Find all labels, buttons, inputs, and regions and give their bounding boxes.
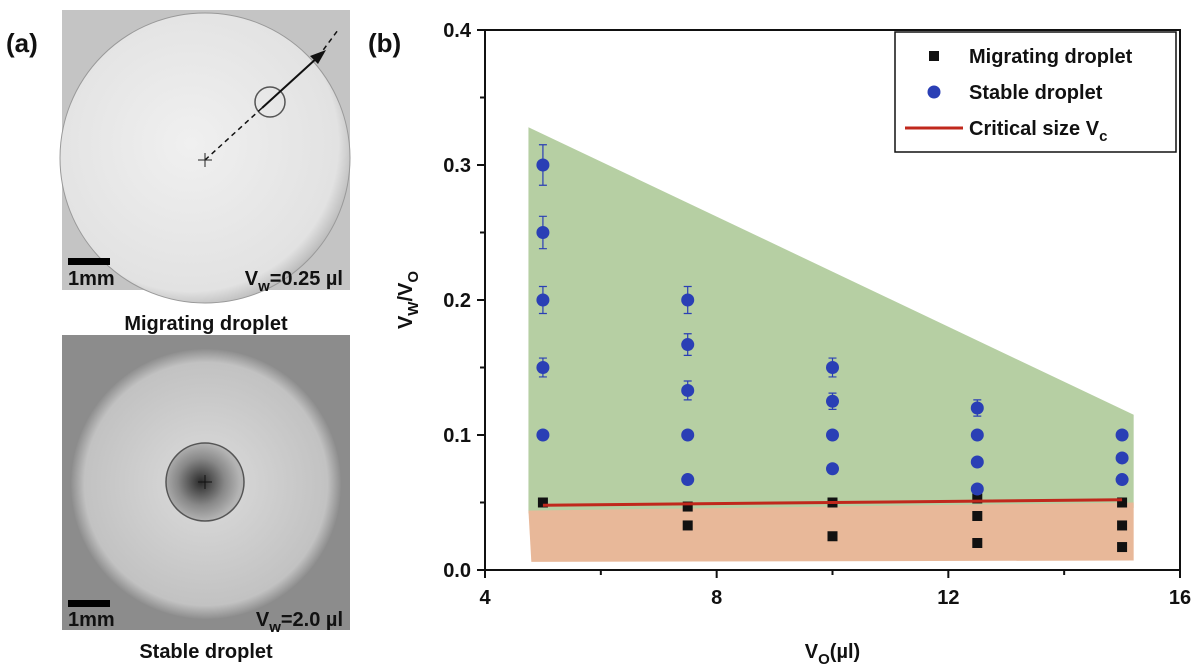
point [826, 429, 839, 442]
point [1117, 520, 1127, 530]
point [683, 520, 693, 530]
photo-top [60, 10, 350, 303]
point [971, 456, 984, 469]
text-part: V [395, 315, 417, 329]
text-part: (µl) [830, 641, 860, 663]
scale-label: 1mm [68, 268, 115, 290]
text-part: w [257, 278, 270, 295]
point [972, 511, 982, 521]
x-axis-label: VO(µl) [805, 641, 860, 664]
volume-label: Vw=2.0 µl [256, 609, 343, 636]
text-part: =0.25 µl [270, 268, 343, 290]
text-part: =2.0 µl [281, 609, 343, 631]
y-tick-label: 0.3 [443, 155, 471, 177]
text-part: V [256, 609, 270, 631]
x-tick-label: 4 [479, 587, 491, 609]
text-part: /V [395, 282, 417, 302]
point [681, 384, 694, 397]
y-tick-label: 0.1 [443, 425, 471, 447]
point [971, 483, 984, 496]
panel-label: (b) [368, 28, 401, 58]
point [681, 294, 694, 307]
figure: (a) 1mm Vw=0.25 µl Migrating droplet 1mm… [0, 0, 1195, 664]
x-tick-label: 12 [937, 587, 959, 609]
text-part: V [805, 641, 819, 663]
text-part: Critical size V [969, 118, 1100, 140]
x-tick-label: 8 [711, 587, 722, 609]
photo-bottom [62, 335, 350, 630]
point [971, 402, 984, 415]
point [1116, 429, 1129, 442]
point [826, 395, 839, 408]
legend-key [928, 86, 941, 99]
caption: Migrating droplet [124, 313, 288, 335]
point [1116, 451, 1129, 464]
text-part: O [818, 651, 830, 664]
point [971, 429, 984, 442]
legend-label: Migrating droplet [969, 46, 1133, 68]
point [681, 429, 694, 442]
panel-label: (a) [6, 28, 38, 58]
text-part: O [405, 271, 422, 283]
point [972, 538, 982, 548]
point [828, 531, 838, 541]
point [1117, 542, 1127, 552]
text-part: W [405, 301, 422, 316]
region [528, 127, 1133, 513]
y-tick-label: 0.0 [443, 560, 471, 582]
x-tick-label: 16 [1169, 587, 1191, 609]
caption: Stable droplet [139, 641, 273, 663]
scale-label: 1mm [68, 609, 115, 631]
text-part: V [245, 268, 259, 290]
point [536, 294, 549, 307]
y-axis-label: VW/VO [395, 271, 422, 329]
point [536, 159, 549, 172]
text-part: w [268, 619, 281, 636]
point [681, 473, 694, 486]
legend-key [929, 51, 939, 61]
point [536, 429, 549, 442]
y-tick-label: 0.2 [443, 290, 471, 312]
point [536, 226, 549, 239]
point [536, 361, 549, 374]
point [681, 338, 694, 351]
point [826, 462, 839, 475]
text-part: c [1099, 128, 1107, 145]
point [826, 361, 839, 374]
point [1116, 473, 1129, 486]
legend-label: Stable droplet [969, 82, 1103, 104]
y-tick-label: 0.4 [443, 20, 472, 42]
